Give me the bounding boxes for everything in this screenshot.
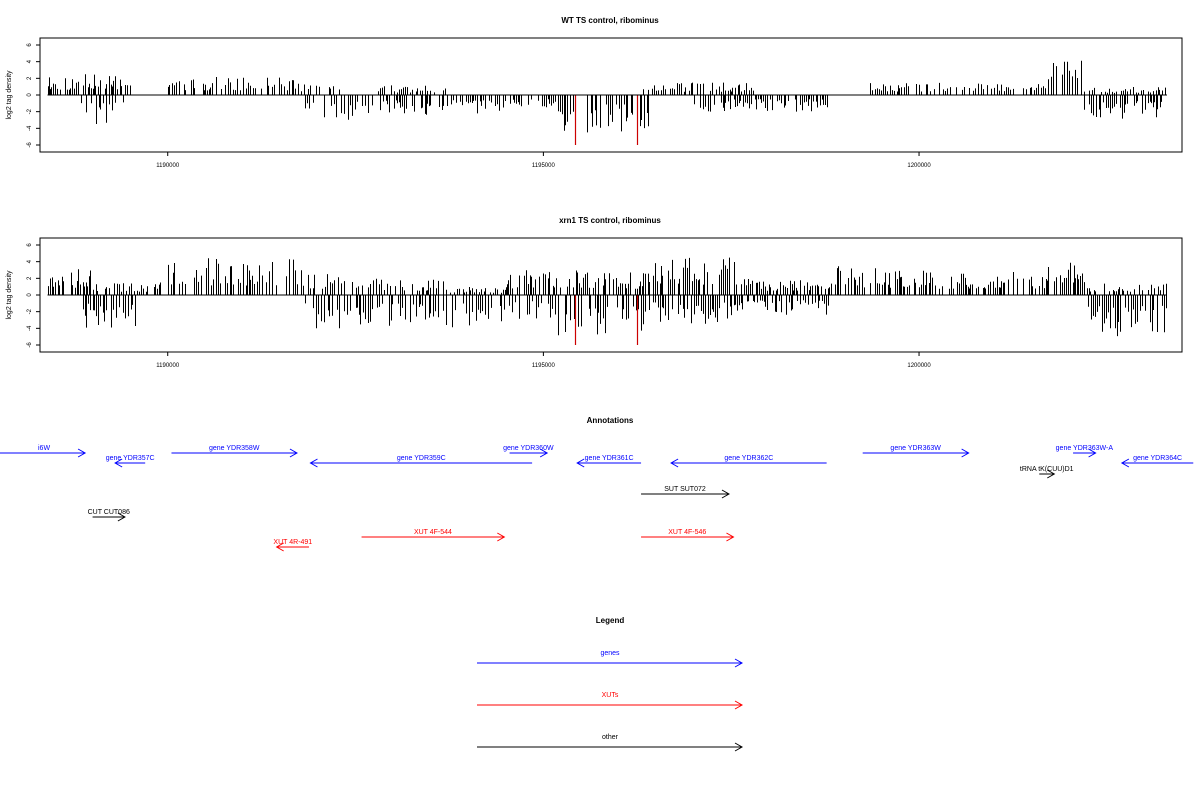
feature-label: XUT 4F-546 [668, 529, 706, 536]
feature-arrowhead [576, 458, 585, 468]
feature-label: SUT SUT072 [664, 486, 706, 493]
legend-arrowhead-genes [734, 658, 744, 668]
xrn1-track-panel: xrn1 TS control, ribominus log2 tag dens… [6, 216, 1183, 369]
wt-bars [48, 60, 1166, 145]
wt-x-tick-label: 1190000 [156, 163, 180, 169]
xrn1-y-tick-label: 6 [27, 243, 33, 247]
wt-y-tick-label: 2 [27, 76, 33, 80]
xrn1-y-tick-label: 4 [27, 259, 33, 263]
wt-y-ticks: 6 4 2 0 -2 -4 -6 [27, 43, 40, 148]
xrn1-y-ticks: 6 4 2 0 -2 -4 -6 [27, 243, 40, 348]
xrn1-y-tick-label: 0 [27, 293, 33, 297]
feature-arrowhead [77, 448, 87, 458]
xrn1-bars [48, 257, 1167, 345]
annotation-feature: gene YDR359C [309, 455, 533, 468]
annotation-feature: gene YDR361C [576, 455, 642, 468]
feature-label: gene YDR357C [106, 455, 155, 462]
annotation-feature: XUT 4F-546 [641, 529, 735, 542]
feature-arrowhead [1120, 458, 1130, 468]
annotation-feature: XUT 4R-491 [273, 539, 312, 552]
feature-label: gene YDR359C [397, 455, 446, 462]
xrn1-x-ticks: 1190000 1195000 1200000 [156, 352, 931, 369]
feature-arrowhead [1047, 469, 1056, 479]
feature-arrowhead [961, 448, 970, 458]
xrn1-density-bars [48, 257, 1167, 337]
wt-y-tick-label: 4 [27, 59, 33, 63]
wt-track-panel: WT TS control, ribominus log2 tag densit… [6, 16, 1183, 169]
feature-arrowhead [670, 458, 679, 468]
annotation-feature: gene YDR360W [503, 445, 554, 458]
feature-label: gene YDR363W [890, 445, 941, 452]
xrn1-y-axis-label: log2 tag density [6, 270, 13, 320]
feature-arrowhead [114, 458, 123, 468]
feature-arrowhead [289, 448, 298, 458]
legend-label-xuts: XUTs [602, 692, 619, 699]
wt-x-tick-label: 1195000 [532, 163, 556, 169]
annotation-feature: XUT 4F-544 [361, 529, 506, 542]
xrn1-y-tick-label: -6 [27, 342, 33, 348]
legend-panel: Legend genes XUTs other [477, 616, 744, 752]
wt-y-tick-label: -6 [27, 142, 33, 148]
annotation-feature: gene YDR357C [106, 455, 155, 468]
xrn1-x-tick-label: 1200000 [907, 363, 931, 369]
wt-y-tick-label: 6 [27, 43, 33, 47]
feature-label: gene YDR358W [209, 445, 260, 452]
feature-label: tRNA tK(CUU)D1 [1020, 466, 1074, 473]
wt-y-tick-label: -4 [27, 125, 33, 131]
feature-label: XUT 4F-544 [414, 529, 452, 536]
annotations-title: Annotations [587, 416, 634, 425]
annotation-feature: gene YDR363W [862, 445, 970, 458]
wt-y-tick-label: 0 [27, 93, 33, 97]
feature-label: gene YDR363W-A [1056, 445, 1114, 452]
annotation-feature: gene YDR358W [171, 445, 298, 458]
xrn1-x-tick-label: 1190000 [156, 363, 180, 369]
xrn1-track-title: xrn1 TS control, ribominus [559, 216, 661, 225]
wt-density-bars [48, 60, 1166, 133]
annotation-feature: gene YDR363W-A [1056, 445, 1114, 458]
annotations-panel: Annotations i6W gene YDR357C gene YDR358W g… [0, 416, 1194, 552]
feature-label: CUT CUT086 [88, 509, 130, 516]
xrn1-y-tick-label: -4 [27, 325, 33, 331]
feature-arrowhead [539, 448, 549, 458]
feature-label: XUT 4R-491 [273, 539, 312, 546]
feature-label: gene YDR360W [503, 445, 554, 452]
feature-arrowhead [497, 532, 506, 542]
annotation-feature: gene YDR364C [1120, 455, 1194, 468]
legend-title: Legend [596, 616, 625, 625]
feature-arrowhead [721, 489, 730, 499]
wt-x-ticks: 1190000 1195000 1200000 [156, 152, 931, 169]
feature-arrowhead [117, 512, 126, 522]
annotation-feature: CUT CUT086 [88, 509, 130, 522]
xrn1-y-tick-label: -2 [27, 308, 33, 314]
feature-label: gene YDR361C [585, 455, 634, 462]
feature-arrowhead [275, 542, 284, 552]
feature-arrowhead [726, 532, 735, 542]
annotation-feature: gene YDR362C [670, 455, 827, 468]
annotation-feature: SUT SUT072 [641, 486, 730, 499]
annotation-feature: tRNA tK(CUU)D1 [1020, 466, 1074, 479]
annotation-features: i6W gene YDR357C gene YDR358W gene YDR359C g… [0, 445, 1194, 552]
legend-arrowhead-xuts [734, 700, 744, 710]
feature-label: i6W [38, 445, 50, 452]
legend-label-other: other [602, 734, 619, 741]
feature-label: gene YDR364C [1133, 455, 1182, 462]
wt-y-tick-label: -2 [27, 108, 33, 114]
wt-x-tick-label: 1200000 [907, 163, 931, 169]
wt-track-title: WT TS control, ribominus [561, 16, 659, 25]
feature-arrowhead [1088, 448, 1097, 458]
legend-label-genes: genes [600, 650, 620, 657]
annotation-feature: i6W [0, 445, 87, 458]
xrn1-x-tick-label: 1195000 [532, 363, 556, 369]
feature-label: gene YDR362C [724, 455, 773, 462]
wt-y-axis-label: log2 tag density [6, 70, 13, 120]
legend-arrowhead-other [734, 742, 744, 752]
xrn1-y-tick-label: 2 [27, 276, 33, 280]
feature-arrowhead [309, 458, 318, 468]
